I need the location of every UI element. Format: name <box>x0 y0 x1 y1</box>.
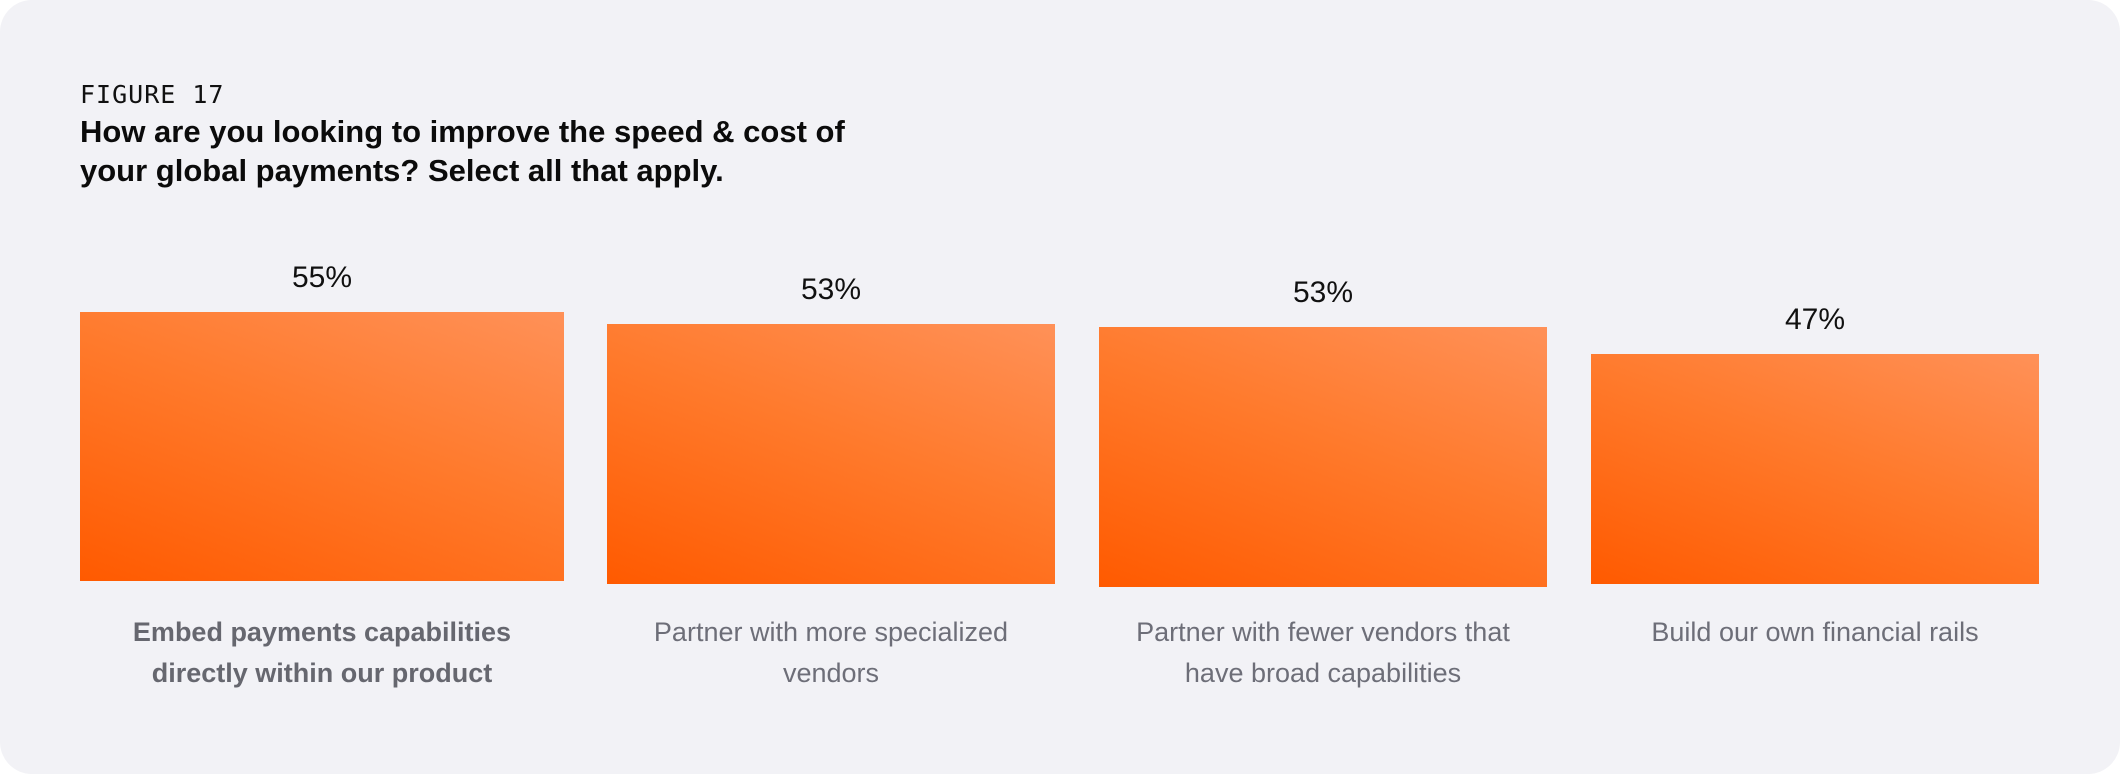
chart-title: How are you looking to improve the speed… <box>80 112 940 190</box>
value-label-1: 55% <box>291 260 353 294</box>
chart-title-line-1: How are you looking to improve the speed… <box>80 114 845 149</box>
category-label-1: Embed payments capabilities directly with… <box>70 612 574 694</box>
figure-number: FIGURE 17 <box>80 80 225 109</box>
category-label-line: Partner with more specialized <box>653 617 1009 647</box>
value-label-4: 47% <box>1784 302 1846 336</box>
bar-4 <box>1591 353 2039 584</box>
category-label-line: have broad capabilities <box>1184 658 1462 688</box>
category-label-line: directly within our product <box>151 658 493 688</box>
category-label-2: Partner with more specialized vendors <box>597 612 1065 694</box>
category-label-line: Build our own financial rails <box>1651 617 1979 647</box>
category-label-3: Partner with fewer vendors that have broa… <box>1089 612 1557 694</box>
category-label-line: vendors <box>782 658 880 688</box>
bar-1 <box>80 311 564 581</box>
category-label-4: Build our own financial rails <box>1581 612 2049 653</box>
chart-title-line-2: your global payments? Select all that ap… <box>80 153 724 188</box>
value-label-3: 53% <box>1292 276 1354 310</box>
category-label-line: Embed payments capabilities <box>132 617 512 647</box>
bar-2 <box>607 324 1055 584</box>
category-label-line: Partner with fewer vendors that <box>1136 617 1510 647</box>
value-label-2: 53% <box>800 273 862 307</box>
bar-3 <box>1099 327 1547 587</box>
